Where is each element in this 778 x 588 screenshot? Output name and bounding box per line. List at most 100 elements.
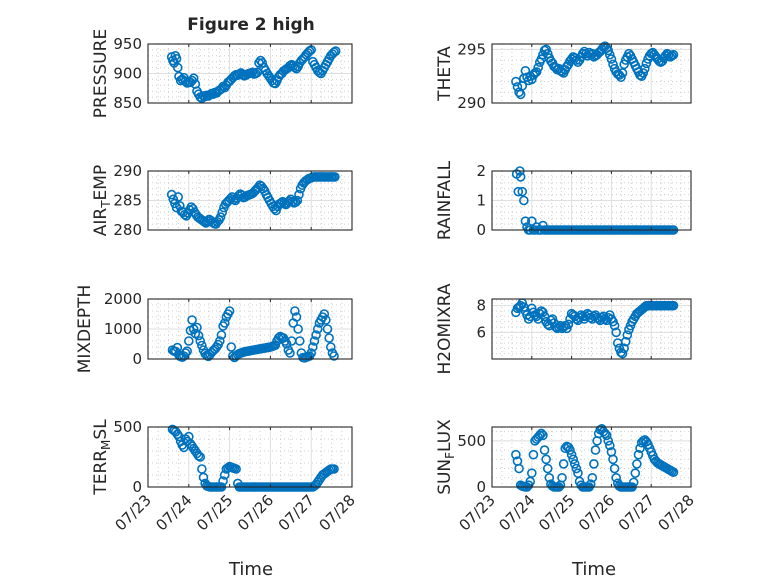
data-point [590,445,601,455]
data-point [292,195,303,206]
y-tick-label: 850 [113,94,142,112]
data-point [321,315,331,325]
data-point [285,348,295,358]
data-point [312,324,323,334]
data-point [630,468,641,478]
y-tick-label: 1 [476,192,486,210]
data-point [329,464,339,474]
data-point [603,436,614,446]
data-point [188,73,199,84]
data-point [281,339,292,349]
data-point [513,186,524,197]
data-point [620,336,631,347]
data-point [195,336,206,346]
y-tick-label: 290 [457,94,486,112]
data-point [290,306,300,316]
y-axis-label: H2OMIXRA [435,283,455,374]
data-point [193,450,204,461]
data-point [193,330,204,341]
data-point [603,45,614,56]
marker-group [511,424,679,492]
data-point [544,472,555,483]
panel-rainfall: 0 1 2 RAINFALL [435,160,692,240]
data-point [566,449,577,460]
axes-frame [491,170,692,231]
axes-frame [147,298,353,360]
panel-h2omixra: 6 8 H2OMIXRA [435,283,692,375]
data-point [173,192,183,202]
data-point [668,300,679,311]
data-point [290,197,301,208]
data-point [254,58,264,68]
data-point [536,428,547,439]
y-tick-label: 0 [476,478,486,496]
data-point [171,53,182,64]
data-point [539,445,550,455]
data-point [294,336,305,346]
y-axis-label: AIRTEMP [91,165,113,236]
data-point [325,342,336,352]
x-axis-label-right: Time [571,559,616,580]
data-point [601,430,612,441]
data-point [533,62,543,73]
data-point [609,463,620,474]
data-point [195,452,206,462]
data-point [231,464,241,474]
data-point [217,207,228,218]
data-point [184,336,194,346]
y-tick-label: 1000 [104,320,142,338]
data-point [226,342,237,352]
data-point [606,54,617,64]
data-point [257,58,268,68]
y-tick-label: 0 [132,350,142,368]
data-point [293,324,303,334]
data-point [640,63,650,74]
data-point [304,46,315,56]
data-point [538,430,548,441]
y-tick-label: 0 [132,478,142,496]
data-point [633,449,644,460]
axes-frame [491,298,692,360]
data-point [622,330,633,340]
y-axis-label: TERRMSL [91,419,113,496]
data-point [218,476,228,486]
y-tick-label: 900 [113,65,142,83]
data-point [294,189,304,200]
data-point [291,312,302,322]
data-point [541,44,551,55]
y-axis-label: THETA [435,46,455,102]
data-point [667,50,677,61]
data-point [557,472,567,483]
data-point [515,89,526,100]
data-point [619,343,629,354]
data-point [330,46,341,56]
data-point [609,320,620,331]
data-point [589,459,599,469]
y-tick-label: 500 [457,432,486,450]
data-point [541,454,551,465]
y-tick-label: 280 [113,221,142,239]
marker-group [511,298,679,359]
data-point [668,49,679,60]
y-tick-label: 2000 [104,290,142,308]
data-point [182,346,192,357]
data-point [526,468,537,478]
data-point [587,472,598,483]
data-point [605,49,615,60]
panel-mixdepth: 0 1000 2000 MIXDEPTH [75,285,353,374]
data-point [187,315,197,325]
data-point [511,449,521,460]
x-axis-label-left: Time [228,559,273,580]
y-axis-label: RAINFALL [435,160,455,240]
y-axis-label: PRESSURE [91,29,111,118]
data-point [611,327,621,338]
data-point [608,454,618,465]
data-point [585,479,596,490]
data-point [511,76,521,87]
marker-group [166,172,340,229]
data-point [611,472,621,483]
y-axis-label: MIXDEPTH [75,285,95,374]
